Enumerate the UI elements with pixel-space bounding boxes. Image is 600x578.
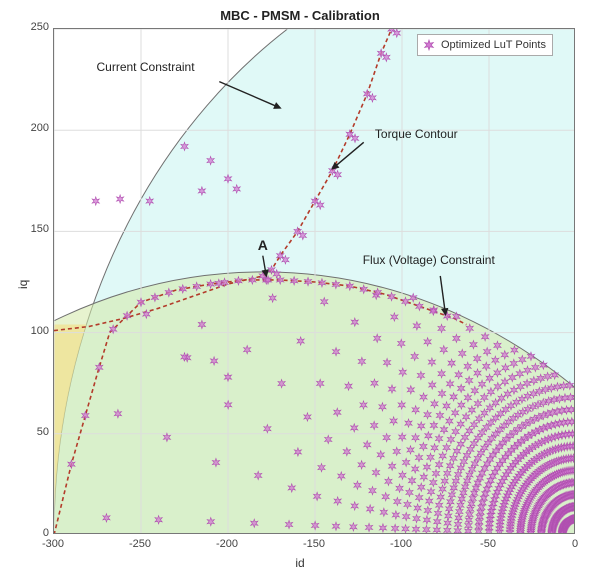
lut-point	[116, 195, 123, 203]
annot-torque-contour: Torque Contour	[375, 127, 458, 141]
chart-figure: MBC - PMSM - Calibration id iq Optimized…	[0, 0, 600, 578]
annot-current-constraint: Current Constraint	[97, 60, 195, 74]
y-tick-label: 100	[19, 325, 49, 337]
x-tick-label: -100	[387, 538, 415, 550]
y-tick-label: 250	[19, 21, 49, 33]
annot-flux-constraint: Flux (Voltage) Constraint	[363, 253, 495, 267]
y-tick-label: 0	[19, 527, 49, 539]
y-tick-label: 200	[19, 122, 49, 134]
annot-point-a: A	[258, 237, 268, 253]
legend-label: Optimized LuT Points	[441, 39, 546, 51]
x-tick-label: -200	[213, 538, 241, 550]
x-tick-label: -150	[300, 538, 328, 550]
legend-marker-icon	[425, 40, 434, 50]
y-tick-label: 50	[19, 426, 49, 438]
legend: Optimized LuT Points	[417, 34, 553, 56]
x-tick-label: -50	[474, 538, 502, 550]
chart-title: MBC - PMSM - Calibration	[0, 8, 600, 23]
x-tick-label: 0	[561, 538, 589, 550]
y-axis-label: iq	[16, 280, 30, 289]
x-tick-label: -250	[126, 538, 154, 550]
lut-point	[92, 197, 99, 205]
plot-area	[53, 28, 575, 534]
x-tick-label: -300	[39, 538, 67, 550]
x-axis-label: id	[0, 556, 600, 570]
plot-svg	[54, 29, 575, 534]
y-tick-label: 150	[19, 223, 49, 235]
